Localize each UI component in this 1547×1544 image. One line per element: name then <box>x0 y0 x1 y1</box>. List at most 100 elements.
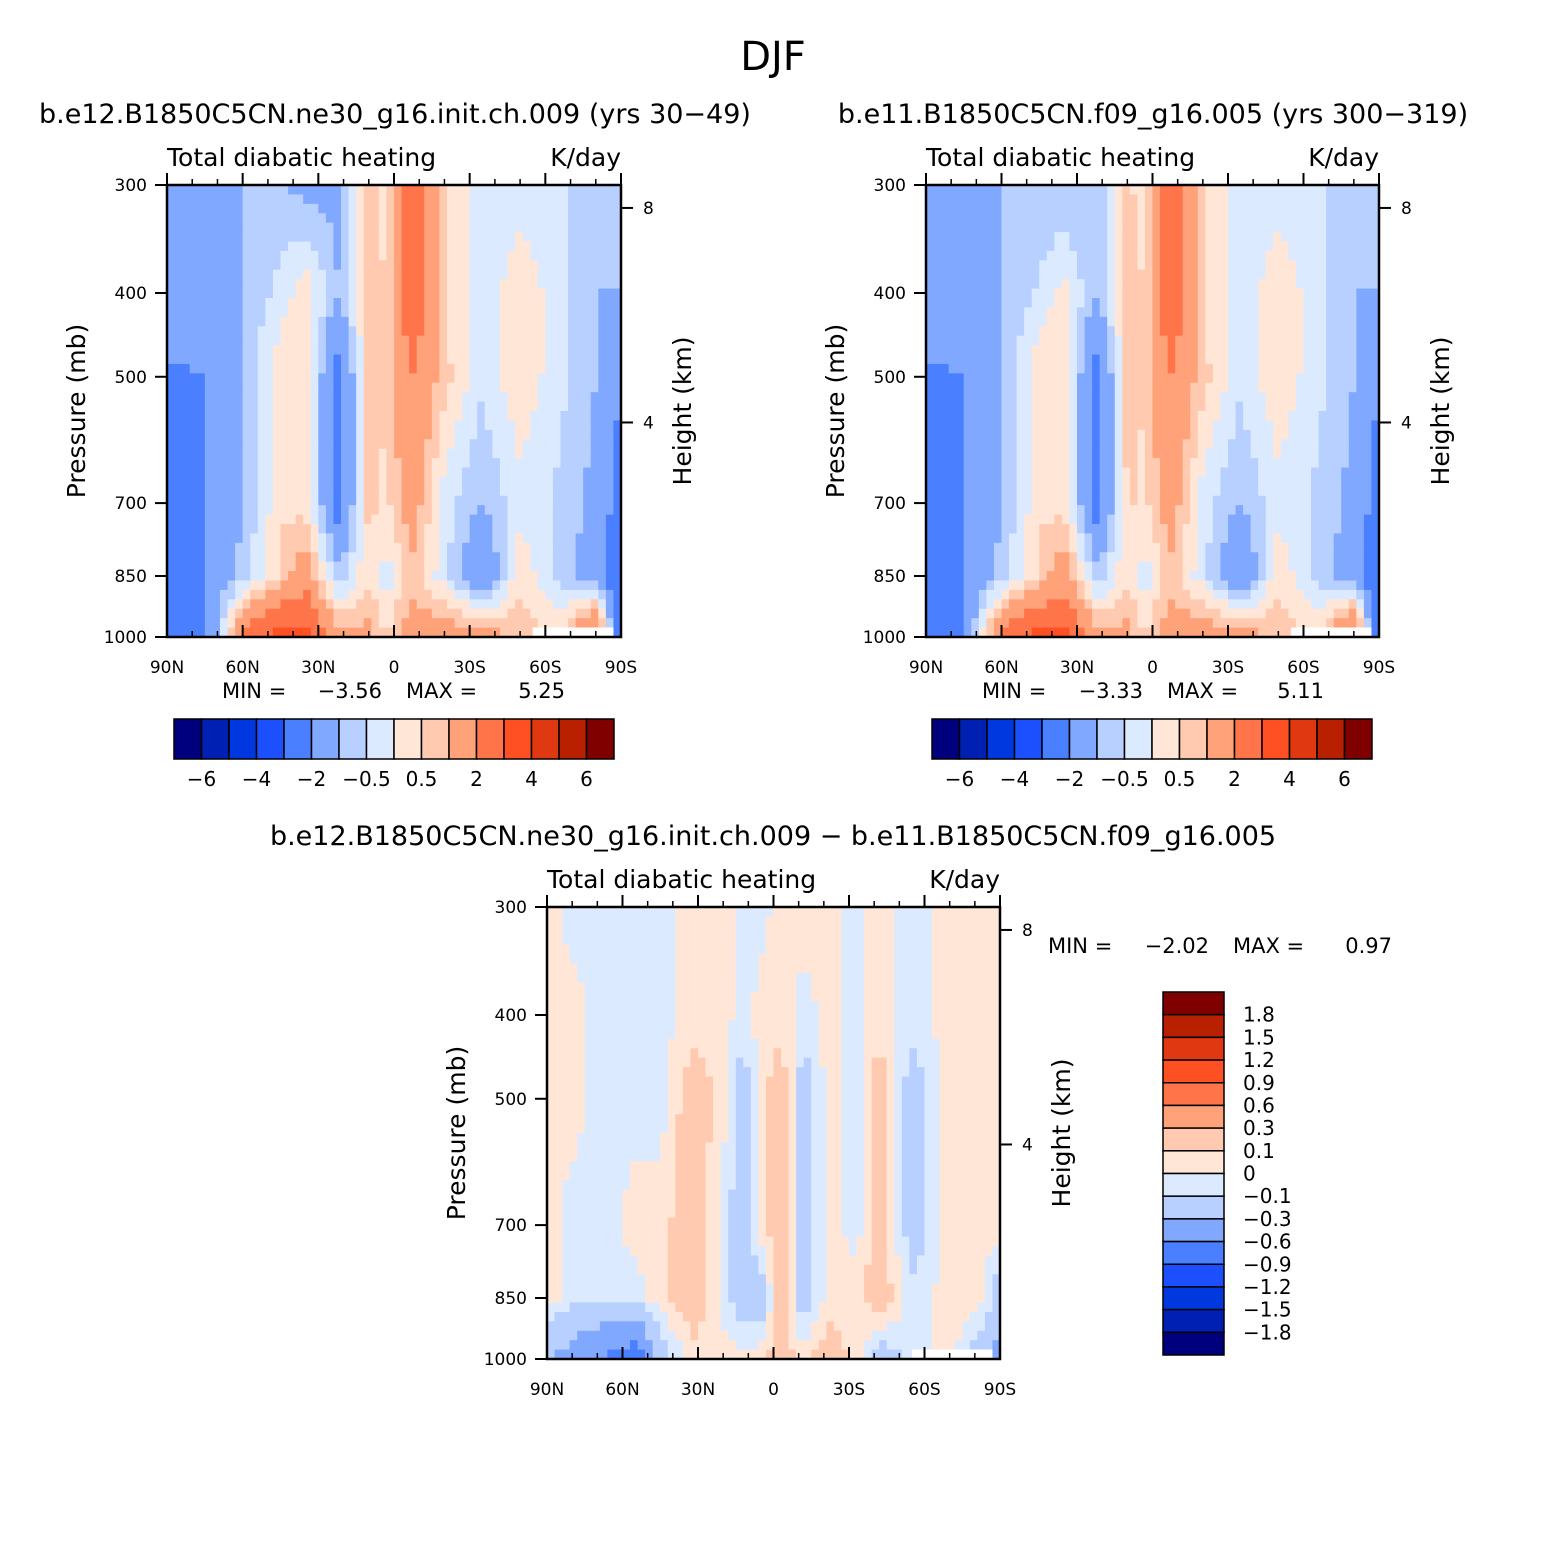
heatmap-cell <box>568 599 577 610</box>
heatmap-cell <box>1016 542 1025 553</box>
heatmap-cell <box>971 589 980 600</box>
heatmap-cell <box>333 439 342 450</box>
heatmap-cell <box>295 411 304 422</box>
heatmap-cell <box>1069 373 1078 384</box>
heatmap-cell <box>1069 363 1078 374</box>
heatmap-cell <box>174 524 183 535</box>
heatmap-cell <box>333 627 342 638</box>
heatmap-cell <box>933 203 942 214</box>
heatmap-cell <box>1054 533 1063 544</box>
heatmap-cell <box>212 476 221 487</box>
heatmap-cell <box>454 345 463 356</box>
heatmap-cell <box>295 580 304 591</box>
heatmap-cell <box>963 232 972 243</box>
heatmap-cell <box>568 561 577 572</box>
heatmap-cell <box>189 476 198 487</box>
heatmap-cell <box>522 429 531 440</box>
heatmap-cell <box>1228 232 1237 243</box>
heatmap-cell <box>310 608 319 619</box>
heatmap-cell <box>956 307 965 318</box>
heatmap-cell <box>1001 373 1010 384</box>
colorbar-swatch <box>338 718 368 760</box>
heatmap-cell <box>371 194 380 205</box>
heatmap-cell <box>167 439 176 450</box>
heatmap-cell <box>993 354 1003 365</box>
heatmap-cell <box>409 618 418 629</box>
heatmap-cell <box>167 345 176 356</box>
heatmap-cell <box>1084 232 1093 243</box>
heatmap-cell <box>545 599 554 610</box>
heatmap-cell <box>941 269 950 280</box>
heatmap-cell <box>507 373 516 384</box>
heatmap-cell <box>484 599 493 610</box>
heatmap-cell <box>560 382 569 393</box>
heatmap-cell <box>583 580 592 591</box>
heatmap-cell <box>552 185 562 196</box>
heatmap-cell <box>1160 599 1169 610</box>
heatmap-cell <box>265 250 274 261</box>
heatmap-cell <box>499 495 509 506</box>
heatmap-cell <box>227 222 236 233</box>
heatmap-cell <box>318 373 327 384</box>
heatmap-cell <box>963 392 972 403</box>
heatmap-cell <box>1061 222 1071 233</box>
heatmap-cell <box>560 345 569 356</box>
heatmap-cell <box>605 542 615 553</box>
heatmap-cell <box>469 250 478 261</box>
heatmap-cell <box>462 514 471 525</box>
heatmap-cell <box>416 458 425 469</box>
heatmap-cell <box>310 307 319 318</box>
heatmap-cell <box>1031 222 1040 233</box>
heatmap-cell <box>492 316 501 327</box>
heatmap-cell <box>182 298 191 309</box>
heatmap-cell <box>1205 185 1214 196</box>
heatmap-cell <box>530 316 539 327</box>
heatmap-cell <box>303 298 312 309</box>
heatmap-cell <box>348 354 357 365</box>
heatmap-cell <box>605 448 615 459</box>
heatmap-cell <box>993 345 1003 356</box>
heatmap-cell <box>1160 552 1169 563</box>
heatmap-cell <box>1061 194 1071 205</box>
heatmap-cell <box>1084 571 1093 582</box>
heatmap-cell <box>522 580 531 591</box>
heatmap-cell <box>1009 279 1018 290</box>
heatmap-cell <box>1046 260 1055 271</box>
heatmap-cell <box>1016 589 1025 600</box>
heatmap-cell <box>583 185 592 196</box>
heatmap-cell <box>386 571 395 582</box>
heatmap-cell <box>530 599 539 610</box>
heatmap-cell <box>386 363 395 374</box>
heatmap-cell <box>1009 335 1018 346</box>
heatmap-cell <box>537 561 546 572</box>
heatmap-cell <box>439 401 448 412</box>
heatmap-cell <box>1197 185 1206 196</box>
heatmap-cell <box>197 467 206 478</box>
heatmap-cell <box>568 533 577 544</box>
heatmap-cell <box>1077 335 1086 346</box>
heatmap-cell <box>537 241 546 252</box>
heatmap-cell <box>1031 401 1040 412</box>
heatmap-cell <box>963 618 972 629</box>
heatmap-cell <box>1001 382 1010 393</box>
heatmap-cell <box>605 316 615 327</box>
heatmap-cell <box>948 392 957 403</box>
heatmap-cell <box>499 505 509 516</box>
heatmap-cell <box>1190 467 1199 478</box>
heatmap-cell <box>1001 213 1010 224</box>
heatmap-cell <box>394 571 403 582</box>
heatmap-cell <box>333 185 342 196</box>
heatmap-cell <box>212 495 221 506</box>
heatmap-cell <box>1144 533 1154 544</box>
heatmap-cell <box>1182 260 1191 271</box>
heatmap-cell <box>926 618 935 629</box>
heatmap-cell <box>272 514 282 525</box>
heatmap-cell <box>1069 326 1078 337</box>
heatmap-cell <box>1122 552 1131 563</box>
heatmap-cell <box>515 476 524 487</box>
heatmap-cell <box>499 524 509 535</box>
heatmap-cell <box>1205 241 1214 252</box>
heatmap-cell <box>522 185 531 196</box>
y-tick-label: 1000 <box>104 628 147 648</box>
heatmap-cell <box>963 429 972 440</box>
